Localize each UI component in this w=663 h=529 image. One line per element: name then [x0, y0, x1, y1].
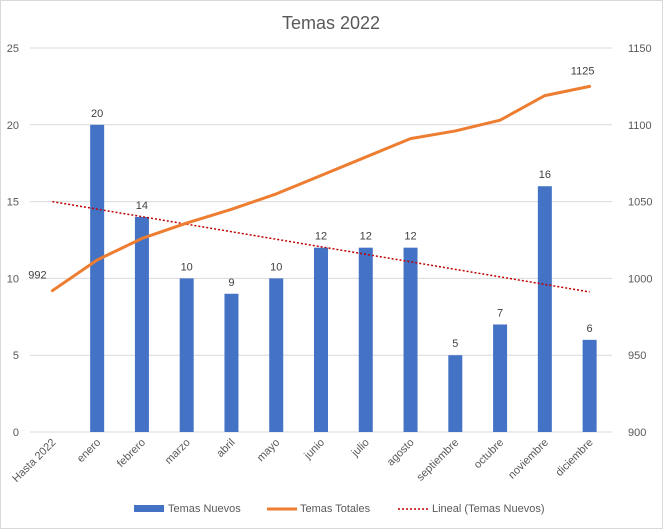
- line-temas-totales: [50, 84, 592, 293]
- line-path: [50, 84, 592, 293]
- x-tick-label: octubre: [472, 437, 506, 471]
- x-tick-label: Hasta 2022: [10, 437, 58, 485]
- bar-data-label: 12: [315, 231, 327, 243]
- left-tick-label: 0: [13, 427, 19, 439]
- bar-data-label: 14: [136, 200, 148, 212]
- bar-data-label: 10: [181, 261, 193, 273]
- bar-data-label: 12: [360, 231, 372, 243]
- trendline-lineal: [52, 200, 590, 293]
- chart-title: Temas 2022: [282, 13, 380, 33]
- bar-data-label: 5: [452, 338, 458, 350]
- legend-label-temas-totales: Temas Totales: [300, 503, 371, 515]
- x-axis-ticks: Hasta 2022 enero febrero marzo abril mayo juni…: [10, 437, 596, 485]
- left-axis-ticks: 0 5 10 15 20 25: [7, 43, 19, 439]
- bar: [582, 339, 597, 432]
- right-tick-label: 1050: [628, 197, 652, 209]
- legend-swatch-temas-nuevos: [134, 505, 164, 512]
- line-data-label: 1125: [571, 65, 595, 77]
- bar: [179, 278, 194, 432]
- right-axis-ticks: 900 950 1000 1050 1100 1150: [628, 43, 652, 439]
- right-tick-label: 900: [628, 427, 646, 439]
- left-tick-label: 25: [7, 43, 19, 55]
- data-labels: 20 14 10 9 10 12 12 12 5 7 16 6 992 1125: [28, 65, 594, 350]
- bar: [90, 124, 105, 433]
- legend-label-lineal: Lineal (Temas Nuevos): [432, 503, 545, 515]
- bar: [403, 247, 418, 432]
- bar: [134, 216, 149, 432]
- x-tick-label: febrero: [115, 437, 148, 470]
- right-tick-label: 1000: [628, 273, 652, 285]
- bar-data-label: 12: [404, 231, 416, 243]
- bar: [493, 324, 508, 432]
- x-tick-label: abril: [214, 437, 237, 460]
- x-tick-label: diciembre: [554, 437, 596, 479]
- bar: [358, 247, 373, 432]
- bar-data-label: 6: [587, 323, 593, 335]
- x-tick-label: marzo: [163, 437, 193, 467]
- legend-label-temas-nuevos: Temas Nuevos: [168, 503, 241, 515]
- gridlines: [30, 47, 612, 433]
- right-tick-label: 1150: [628, 43, 652, 55]
- x-tick-label: julio: [349, 437, 372, 460]
- bar-data-label: 20: [91, 108, 103, 120]
- bar: [448, 355, 463, 432]
- x-tick-label: septiembre: [414, 437, 461, 484]
- x-tick-label: junio: [301, 437, 327, 463]
- bar: [224, 293, 239, 432]
- bar: [269, 278, 284, 432]
- left-tick-label: 10: [7, 273, 19, 285]
- bar: [314, 247, 328, 432]
- line-data-label: 992: [28, 270, 46, 282]
- bar: [537, 186, 552, 432]
- legend: Temas Nuevos Temas Totales Lineal (Temas…: [134, 503, 545, 515]
- left-tick-label: 15: [7, 197, 19, 209]
- bars-temas-nuevos: [90, 124, 597, 433]
- trendline-path: [52, 200, 590, 293]
- x-tick-label: noviembre: [506, 437, 551, 482]
- bar-data-label: 9: [228, 277, 234, 289]
- x-tick-label: mayo: [255, 437, 283, 465]
- bar-data-label: 7: [497, 307, 503, 319]
- right-tick-label: 950: [628, 350, 646, 362]
- left-tick-label: 5: [13, 350, 19, 362]
- right-tick-label: 1100: [628, 120, 652, 132]
- bar-data-label: 10: [270, 261, 282, 273]
- x-tick-label: agosto: [385, 437, 417, 469]
- left-tick-label: 20: [7, 120, 19, 132]
- x-tick-label: enero: [75, 437, 103, 465]
- bar-data-label: 16: [539, 169, 551, 181]
